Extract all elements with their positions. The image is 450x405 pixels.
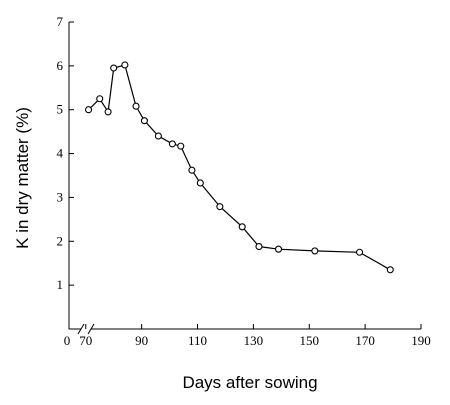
data-point [110, 64, 118, 72]
x-axis-break-mark [87, 323, 95, 335]
x-tick-label: 190 [411, 333, 431, 348]
y-tick-label: 6 [57, 58, 64, 73]
data-point [196, 179, 204, 187]
data-point [85, 106, 93, 114]
axes [68, 22, 421, 335]
x-tick-label: 90 [135, 333, 148, 348]
data-point [238, 223, 246, 231]
data-point [96, 95, 104, 103]
x-tick-label: 110 [188, 333, 207, 348]
data-point [132, 102, 140, 110]
y-tick-label: 1 [57, 277, 64, 292]
data-point [154, 132, 162, 140]
y-tick-label: 3 [57, 189, 64, 204]
series-group [85, 61, 394, 274]
x-tick-label: 130 [244, 333, 264, 348]
x-origin-label: 0 [64, 333, 71, 348]
data-point [104, 108, 112, 116]
data-point [274, 245, 283, 253]
data-point [121, 61, 129, 69]
data-point [311, 247, 319, 255]
y-tick-labels: 1 2 3 4 5 6 7 [57, 14, 64, 292]
data-point [216, 203, 224, 211]
x-axis-break-mark [77, 323, 85, 335]
tick-marks [69, 21, 422, 329]
series-line [88, 64, 391, 271]
x-axis-title: Days after sowing [182, 373, 317, 392]
data-point [386, 266, 394, 274]
x-tick-label: 150 [300, 333, 320, 348]
y-tick-label: 2 [57, 233, 64, 248]
data-point [255, 242, 263, 251]
data-point [140, 117, 148, 125]
y-tick-label: 7 [57, 14, 64, 29]
data-point [168, 140, 176, 148]
x-tick-labels: 0 70 90 110 130 150 170 190 [64, 333, 431, 348]
x-tick-label: 170 [355, 333, 375, 348]
data-point [188, 166, 196, 174]
data-point [355, 248, 364, 256]
data-point [177, 142, 185, 150]
y-axis-title: K in dry matter (%) [13, 107, 32, 249]
y-tick-label: 5 [57, 102, 64, 117]
y-tick-label: 4 [57, 146, 64, 161]
x-tick-label: 70 [79, 333, 92, 348]
